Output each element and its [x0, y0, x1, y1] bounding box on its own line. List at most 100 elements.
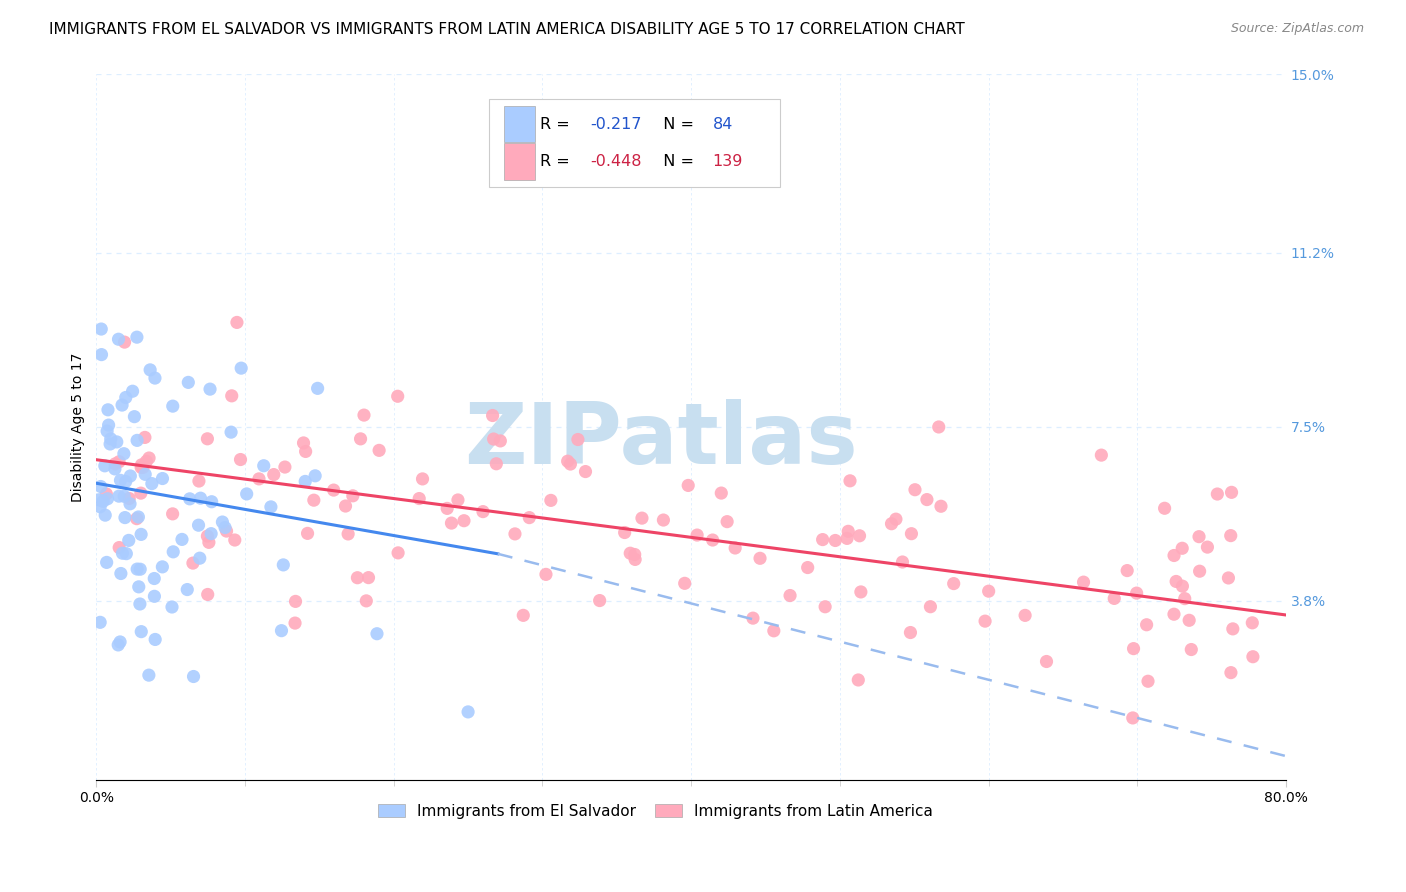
Point	[129, 624, 152, 639]
Point	[1014, 608, 1036, 623]
Text: Source: ZipAtlas.com: Source: ZipAtlas.com	[1230, 22, 1364, 36]
Point	[114, 475, 136, 489]
Point	[274, 460, 297, 475]
Point	[560, 457, 582, 471]
Point	[96, 487, 118, 501]
Point	[512, 608, 534, 623]
Point	[132, 460, 155, 475]
Point	[900, 625, 922, 640]
Text: IMMIGRANTS FROM EL SALVADOR VS IMMIGRANTS FROM LATIN AMERICA DISABILITY AGE 5 TO: IMMIGRANTS FROM EL SALVADOR VS IMMIGRANT…	[49, 22, 965, 37]
Point	[125, 330, 148, 344]
Point	[848, 529, 870, 543]
Point	[1222, 622, 1244, 636]
Point	[294, 475, 316, 489]
Point	[177, 376, 200, 390]
Point	[104, 457, 127, 471]
Point	[284, 616, 307, 631]
Point	[110, 566, 132, 581]
Point	[198, 535, 221, 549]
Point	[114, 510, 136, 524]
Point	[1171, 541, 1194, 556]
Point	[112, 447, 135, 461]
Point	[118, 491, 141, 506]
Point	[190, 491, 212, 506]
Point	[1220, 485, 1243, 500]
Point	[107, 332, 129, 346]
Point	[482, 432, 505, 446]
Point	[214, 520, 236, 534]
Point	[188, 551, 211, 566]
Point	[97, 402, 120, 417]
Point	[162, 545, 184, 559]
Point	[297, 526, 319, 541]
Point	[724, 541, 747, 555]
Text: -0.448: -0.448	[591, 154, 641, 169]
Point	[111, 546, 134, 560]
Point	[138, 450, 160, 465]
Point	[307, 381, 329, 395]
Point	[143, 371, 166, 385]
Point	[108, 455, 131, 469]
Point	[1090, 448, 1112, 462]
Text: ZIPatlas: ZIPatlas	[464, 400, 858, 483]
Point	[891, 555, 914, 569]
Point	[235, 487, 257, 501]
Point	[880, 516, 903, 531]
Point	[387, 389, 409, 403]
Point	[124, 409, 146, 424]
Point	[118, 533, 141, 548]
Point	[94, 458, 117, 473]
Point	[928, 420, 950, 434]
Point	[920, 599, 942, 614]
Point	[517, 510, 540, 524]
Point	[574, 465, 596, 479]
Point	[942, 576, 965, 591]
Point	[247, 472, 270, 486]
Point	[138, 668, 160, 682]
Point	[1073, 575, 1095, 590]
Point	[457, 705, 479, 719]
Point	[567, 433, 589, 447]
Text: N =: N =	[652, 154, 699, 169]
Point	[104, 462, 127, 476]
Point	[176, 582, 198, 597]
Point	[139, 363, 162, 377]
Point	[503, 527, 526, 541]
Point	[112, 489, 135, 503]
Point	[1219, 665, 1241, 680]
Point	[128, 580, 150, 594]
Point	[134, 430, 156, 444]
Point	[89, 615, 111, 630]
Point	[292, 436, 315, 450]
Point	[108, 541, 131, 555]
Point	[94, 508, 117, 523]
Point	[105, 434, 128, 449]
Point	[588, 593, 610, 607]
Point	[489, 434, 512, 448]
Point	[96, 556, 118, 570]
Point	[187, 518, 209, 533]
Point	[619, 546, 641, 560]
Point	[779, 589, 801, 603]
Point	[485, 457, 508, 471]
Point	[796, 560, 818, 574]
Point	[557, 454, 579, 468]
Point	[115, 547, 138, 561]
Point	[127, 562, 149, 576]
Point	[1163, 549, 1185, 563]
Point	[849, 585, 872, 599]
Point	[749, 551, 772, 566]
Point	[89, 500, 111, 514]
Point	[111, 398, 134, 412]
Point	[540, 493, 562, 508]
Point	[160, 599, 183, 614]
Point	[702, 533, 724, 547]
Point	[170, 533, 193, 547]
Point	[181, 556, 204, 570]
Point	[1171, 579, 1194, 593]
Point	[114, 391, 136, 405]
Point	[349, 432, 371, 446]
Text: R =: R =	[540, 154, 575, 169]
Point	[90, 479, 112, 493]
Point	[335, 499, 357, 513]
